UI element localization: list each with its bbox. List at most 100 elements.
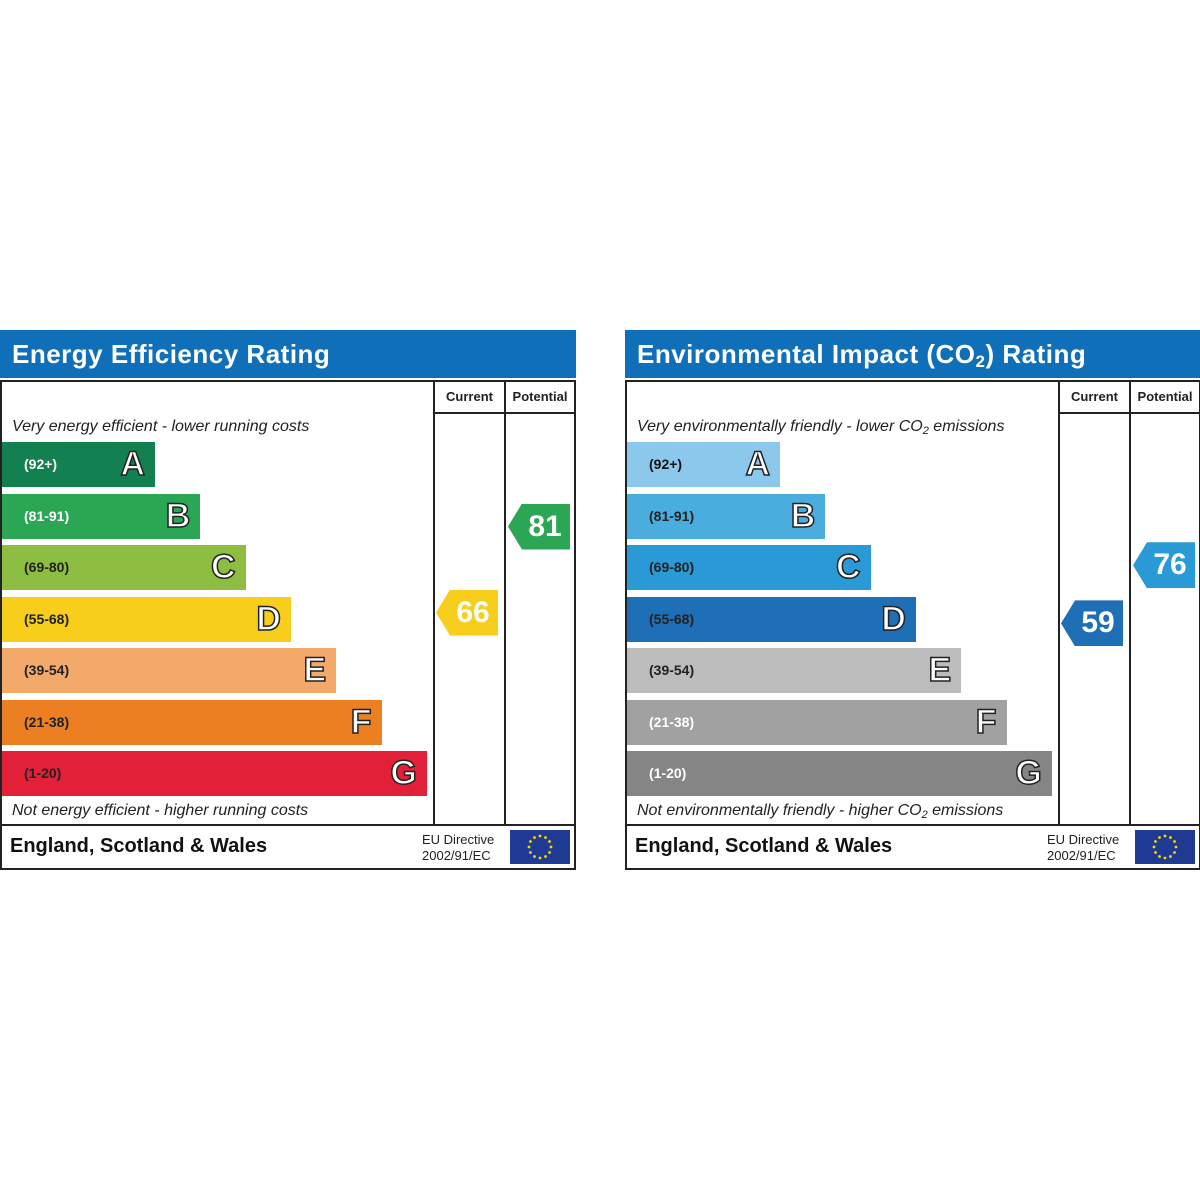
directive-line2: 2002/91/EC <box>422 848 491 863</box>
eu-star-icon <box>1163 834 1167 838</box>
band-letter: C <box>835 547 861 587</box>
eu-star-icon <box>1158 855 1161 858</box>
potential-rating-value: 76 <box>1153 548 1187 582</box>
footer-directive: EU Directive 2002/91/EC <box>422 832 494 864</box>
directive-line2: 2002/91/EC <box>1047 848 1116 863</box>
eu-star-icon <box>529 840 532 843</box>
band-d: (55-68) D <box>2 596 291 642</box>
band-range-label: (81-91) <box>24 507 70 524</box>
potential-rating-marker: 81 <box>508 503 570 550</box>
environmental-impact-chart: Environmental Impact (CO2) Rating Curren… <box>625 330 1200 870</box>
eu-star-icon <box>538 856 542 860</box>
potential-rating-value: 81 <box>528 509 562 543</box>
band-range-label: (69-80) <box>24 559 70 575</box>
eu-star-icon <box>1169 855 1172 858</box>
eu-flag-icon <box>510 830 570 864</box>
bottom-caption: Not environmentally friendly - higher CO… <box>637 802 1004 821</box>
band-b: (81-91) B <box>627 493 826 539</box>
band-range-label: (1-20) <box>24 765 62 781</box>
band-c: (69-80) C <box>2 545 246 590</box>
band-range-label: (92+) <box>24 456 58 472</box>
band-range-label: (69-80) <box>649 559 695 575</box>
band-letter: F <box>350 702 372 742</box>
eu-star-icon <box>1154 840 1157 843</box>
eu-star-icon <box>1163 856 1167 860</box>
eu-flag-icon <box>1135 830 1195 864</box>
eu-star-icon <box>549 845 553 849</box>
band-range-label: (21-38) <box>649 713 695 730</box>
current-rating-marker: 66 <box>436 589 498 636</box>
eu-star-icon <box>1174 845 1178 849</box>
col-head-potential: Potential <box>512 389 568 404</box>
band-letter: C <box>210 547 236 587</box>
band-letter: E <box>303 650 327 690</box>
chart-frame: Current Potential Very energy efficient … <box>0 380 576 870</box>
band-letter: E <box>928 650 952 690</box>
band-letter: D <box>256 599 282 639</box>
eu-star-icon <box>548 851 551 854</box>
band-g: (1-20) G <box>2 751 427 796</box>
current-rating-value: 66 <box>456 595 490 629</box>
band-f: (21-38) F <box>627 699 1007 745</box>
header-divider <box>433 412 576 414</box>
directive-line1: EU Directive <box>422 832 495 847</box>
band-g: (1-20) G <box>627 751 1052 796</box>
eu-star-icon <box>533 836 536 839</box>
eu-star-icon <box>533 855 536 858</box>
band-range-label: (55-68) <box>24 610 70 627</box>
band-range-label: (55-68) <box>649 610 695 627</box>
band-range-label: (92+) <box>649 456 683 472</box>
eu-star-icon <box>529 851 532 854</box>
col-head-potential: Potential <box>1137 389 1193 404</box>
footer-divider <box>627 824 1199 826</box>
band-letter: D <box>881 599 907 639</box>
band-letter: F <box>975 702 997 742</box>
col-head-current: Current <box>446 389 493 404</box>
band-letter: A <box>120 444 146 484</box>
divider-current <box>1058 382 1060 824</box>
divider-current <box>433 382 435 824</box>
eu-star-icon <box>1173 840 1176 843</box>
band-letter: A <box>745 444 771 484</box>
header-divider <box>1058 412 1200 414</box>
eu-star-icon <box>1154 851 1157 854</box>
eu-star-icon <box>1152 845 1156 849</box>
band-c: (69-80) C <box>627 545 871 590</box>
divider-potential <box>504 382 506 824</box>
band-range-label: (21-38) <box>24 713 70 730</box>
footer-country: England, Scotland & Wales <box>10 835 268 857</box>
eu-star-icon <box>538 834 542 838</box>
energy-efficiency-chart: Energy Efficiency Rating Current Potenti… <box>0 330 576 870</box>
chart-title: Environmental Impact (CO2) Rating <box>625 330 1200 378</box>
band-b: (81-91) B <box>2 493 201 539</box>
band-letter: G <box>1015 753 1043 793</box>
col-head-current: Current <box>1071 389 1118 404</box>
eu-star-icon <box>527 845 531 849</box>
band-d: (55-68) D <box>627 596 916 642</box>
eu-star-icon <box>1173 851 1176 854</box>
band-range-label: (1-20) <box>649 765 687 781</box>
current-rating-marker: 59 <box>1061 600 1123 647</box>
band-range-label: (81-91) <box>649 507 695 524</box>
band-a: (92+) A <box>2 442 155 487</box>
bottom-caption: Not energy efficient - higher running co… <box>12 802 309 819</box>
band-e: (39-54) E <box>2 648 337 693</box>
directive-line1: EU Directive <box>1047 832 1120 847</box>
chart-frame: Current Potential Very environmentally f… <box>625 380 1200 870</box>
eu-star-icon <box>544 855 547 858</box>
eu-star-icon <box>544 836 547 839</box>
band-range-label: (39-54) <box>649 662 695 678</box>
band-a: (92+) A <box>627 442 780 487</box>
top-caption: Very environmentally friendly - lower CO… <box>637 418 1005 437</box>
band-letter: G <box>390 753 418 793</box>
band-f: (21-38) F <box>2 699 382 745</box>
footer-directive: EU Directive 2002/91/EC <box>1047 832 1119 864</box>
potential-rating-marker: 76 <box>1133 542 1195 589</box>
eu-star-icon <box>1169 836 1172 839</box>
chart-title: Energy Efficiency Rating <box>0 330 576 378</box>
band-range-label: (39-54) <box>24 662 70 678</box>
footer-country: England, Scotland & Wales <box>635 835 893 857</box>
divider-potential <box>1129 382 1131 824</box>
band-e: (39-54) E <box>627 648 962 693</box>
band-letter: B <box>165 496 191 536</box>
